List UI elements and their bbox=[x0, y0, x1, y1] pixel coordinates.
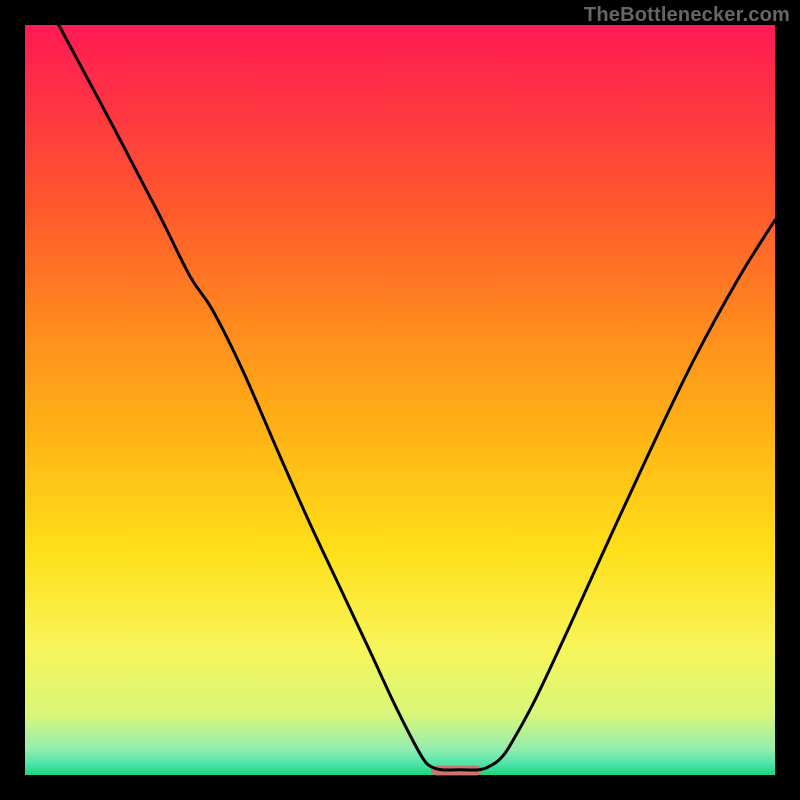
plot-area bbox=[25, 25, 775, 775]
chart-container: TheBottlenecker.com bbox=[0, 0, 800, 800]
watermark-label: TheBottlenecker.com bbox=[584, 4, 790, 27]
bottleneck-chart bbox=[0, 0, 800, 800]
